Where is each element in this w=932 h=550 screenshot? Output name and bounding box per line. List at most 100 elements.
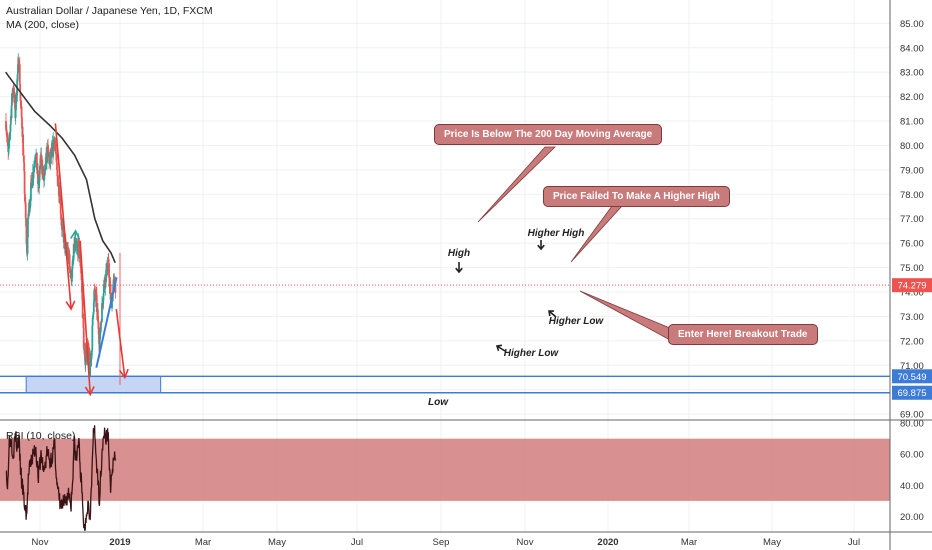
- x-tick-label: 2020: [597, 537, 618, 548]
- annotation-labels: High Higher High Higher Low Higher Low Low: [428, 228, 604, 408]
- ma-200-line: [5, 71, 116, 264]
- candle-body: [25, 226, 28, 244]
- y-tick-label: 73.00: [900, 312, 924, 323]
- candle-body: [78, 238, 80, 255]
- candle-body: [69, 266, 71, 273]
- support-zone-box: [25, 375, 162, 394]
- x-tick-label: Mar: [195, 537, 211, 548]
- candle-body: [44, 157, 47, 170]
- candle-body: [67, 246, 70, 254]
- trendline: [95, 277, 118, 368]
- pointer-arrow-head: [548, 310, 555, 317]
- candle-body: [56, 176, 59, 186]
- rsi-tick-label: 20.00: [900, 512, 924, 523]
- rsi-line: [5, 425, 117, 531]
- candle-body: [82, 314, 85, 328]
- candle-body: [47, 144, 49, 150]
- candle-body: [10, 105, 13, 119]
- candle-body: [47, 149, 50, 155]
- y-tick-label: 82.00: [900, 92, 924, 103]
- candle-body: [97, 322, 100, 335]
- annotation-higher-low-2: Higher Low: [549, 316, 605, 327]
- rsi-tick-label: 80.00: [900, 419, 924, 430]
- candle-body: [43, 173, 46, 181]
- candle-body: [24, 203, 27, 219]
- zone-top-price-box: [892, 369, 932, 384]
- candle-body: [102, 293, 105, 301]
- candle-body: [91, 317, 94, 326]
- candle-body: [91, 325, 94, 350]
- x-tick-label: Jul: [351, 537, 363, 548]
- candle-body: [68, 253, 71, 267]
- rsi-title[interactable]: RSI (10, close): [6, 430, 76, 442]
- candle-body: [31, 183, 34, 188]
- x-tick-label: 2019: [109, 537, 130, 548]
- rsi-tick-label: 60.00: [900, 450, 924, 461]
- candle-body: [13, 92, 16, 104]
- last-price-box: [892, 278, 932, 293]
- candle-body: [50, 149, 53, 158]
- zone-top-price-label: 70.549: [897, 372, 926, 383]
- last-price-label: 74.279: [897, 281, 926, 292]
- down-arrow: [115, 308, 126, 378]
- y-tick-label: 69.00: [900, 410, 924, 421]
- candle-body: [84, 359, 87, 365]
- candle-body: [23, 171, 26, 194]
- down-arrow-head: [84, 386, 95, 397]
- candle-body: [101, 303, 103, 322]
- candle-body: [11, 90, 14, 99]
- callout-below-ma: Price Is Below The 200 Day Moving Averag…: [434, 124, 663, 145]
- candle-body: [43, 168, 46, 174]
- callout-enter-here: Enter Here! Breakout Trade: [668, 324, 818, 345]
- candle-body: [105, 269, 107, 283]
- candle-body: [81, 298, 84, 319]
- y-tick-label: 72.00: [900, 336, 924, 347]
- support-zone: [0, 284, 890, 394]
- y-tick-label: 81.00: [900, 117, 924, 128]
- down-arrow: [79, 240, 92, 395]
- candle-body: [108, 263, 110, 278]
- candle-body: [20, 106, 23, 118]
- candle-body: [18, 64, 21, 84]
- candle-body: [19, 83, 22, 93]
- y-tick-label: 84.00: [900, 43, 924, 54]
- candle-body: [57, 181, 60, 196]
- up-arrow-head: [70, 229, 81, 240]
- y-tick-label: 80.00: [900, 141, 924, 152]
- pointer-arrow: [548, 310, 557, 318]
- zone-bottom-price-label: 69.875: [897, 388, 926, 399]
- pointer-arrow: [496, 345, 506, 352]
- candle-body: [26, 237, 29, 254]
- candle-body: [93, 290, 96, 303]
- x-tick-label: Mar: [681, 537, 697, 548]
- y-tick-label: 76.00: [900, 239, 924, 250]
- zone-bottom-price-box: [892, 385, 932, 400]
- drawings: [54, 123, 671, 397]
- ma-title[interactable]: MA (200, close): [6, 19, 79, 31]
- symbol-title[interactable]: Australian Dollar / Japanese Yen, 1D, FX…: [6, 5, 213, 17]
- rsi-tick-label: 40.00: [900, 481, 924, 492]
- candle-body: [102, 284, 105, 294]
- down-arrow-head: [118, 368, 129, 380]
- down-arrow-head: [65, 300, 76, 311]
- y-tick-label: 83.00: [900, 68, 924, 79]
- pointer-arrow-head: [455, 267, 463, 274]
- pointer-arrow-head: [495, 344, 503, 352]
- callout-pointer: [477, 146, 556, 223]
- candle-body: [27, 217, 29, 238]
- candle-body: [22, 134, 25, 156]
- down-arrow: [54, 123, 72, 310]
- annotation-higher-high: Higher High: [528, 228, 585, 239]
- y-tick-label: 75.00: [900, 263, 924, 274]
- candle-body: [99, 327, 102, 340]
- x-tick-label: Nov: [32, 537, 49, 548]
- candle-body: [37, 170, 39, 185]
- annotation-low: Low: [428, 397, 449, 408]
- pointer-arrow-head: [537, 244, 545, 251]
- candle-body: [80, 280, 83, 293]
- candle-body: [81, 292, 84, 299]
- candle-body: [113, 276, 116, 283]
- candle-body: [79, 251, 81, 263]
